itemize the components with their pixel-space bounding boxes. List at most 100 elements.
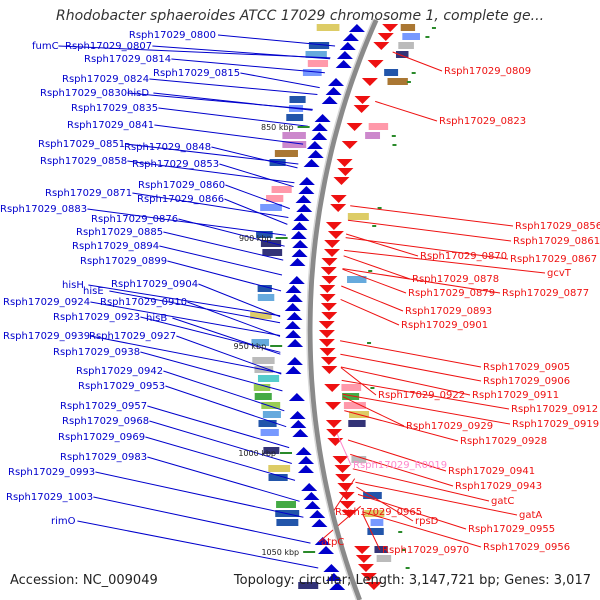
forward-gene-label[interactable]: Rsph17029_1003 — [6, 492, 93, 503]
reverse-gene-arrow[interactable] — [334, 465, 351, 473]
reverse-gene-arrow[interactable] — [337, 168, 354, 176]
forward-gene-arrow[interactable] — [348, 24, 365, 32]
forward-gene-label[interactable]: Rsph17029_0894 — [72, 241, 159, 252]
forward-gene-label[interactable]: Rsph17029_0939 — [3, 331, 90, 342]
forward-gene-arrow[interactable] — [303, 159, 320, 167]
forward-gene-arrow[interactable] — [285, 330, 302, 338]
reverse-gene-arrow[interactable] — [373, 42, 390, 50]
forward-gene-label[interactable]: Rsph17029_0830 — [40, 88, 127, 99]
forward-gene-label[interactable]: Rsph17029_0835 — [71, 103, 158, 114]
reverse-gene-arrow[interactable] — [333, 177, 350, 185]
reverse-gene-label[interactable]: Rsph17029_0970 — [382, 545, 469, 556]
forward-feature-block[interactable] — [276, 501, 296, 508]
gene-labels[interactable]: Rsph17029_0800 fumC Rsph17029_0807 Rsph1702… — [0, 30, 600, 556]
forward-gene-label[interactable]: Rsph17029_0968 — [62, 416, 149, 427]
forward-gene-label[interactable]: Rsph17029_0904 — [111, 279, 198, 290]
forward-gene-label[interactable]: Rsph17029_0841 — [67, 120, 154, 131]
reverse-gene-label[interactable]: Rsph17029_0893 — [405, 306, 492, 317]
forward-gene-arrow[interactable] — [295, 447, 312, 455]
forward-feature-block[interactable] — [251, 339, 269, 346]
forward-gene-label[interactable]: Rsph17029_0924 — [3, 297, 90, 308]
reverse-feature-block[interactable] — [363, 492, 382, 499]
forward-gene-arrow[interactable] — [288, 276, 305, 284]
reverse-gene-arrow[interactable] — [318, 321, 335, 329]
reverse-feature-block[interactable] — [364, 510, 385, 517]
forward-feature-block[interactable] — [260, 204, 282, 211]
forward-gene-arrow[interactable] — [342, 33, 359, 41]
reverse-gene-arrow[interactable] — [319, 285, 336, 293]
forward-feature-block[interactable] — [298, 582, 319, 589]
reverse-gene-label[interactable]: Rsph17029_0919 — [512, 419, 599, 430]
forward-gene-arrow[interactable] — [295, 195, 312, 203]
forward-feature-block[interactable] — [305, 51, 327, 58]
forward-gene-label[interactable]: Rsph17029_0957 — [60, 401, 147, 412]
reverse-gene-arrow[interactable] — [321, 312, 338, 320]
forward-gene-label[interactable]: Rsph17029_0851 — [38, 139, 125, 150]
forward-feature-block[interactable] — [262, 249, 283, 256]
forward-gene-arrow[interactable] — [323, 564, 340, 572]
forward-feature-block[interactable] — [276, 519, 299, 526]
reverse-gene-arrow[interactable] — [341, 141, 358, 149]
forward-feature-block[interactable] — [256, 231, 273, 238]
reverse-gene-arrow[interactable] — [337, 483, 354, 491]
reverse-gene-label[interactable]: Rsph17029_0861 — [513, 236, 600, 247]
reverse-gene-label[interactable]: Rsph17029_0823 — [439, 116, 526, 127]
forward-gene-label[interactable]: Rsph17029_0942 — [76, 366, 163, 377]
reverse-gene-label[interactable]: Rsph17029_0809 — [444, 66, 531, 77]
forward-feature-block[interactable] — [271, 186, 292, 193]
forward-gene-label[interactable]: Rsph17029_0853 — [132, 159, 219, 170]
forward-gene-arrow[interactable] — [293, 213, 310, 221]
forward-feature-block[interactable] — [253, 384, 271, 391]
forward-feature-block[interactable] — [262, 411, 281, 418]
forward-gene-label[interactable]: Rsph17029_0876 — [91, 214, 178, 225]
reverse-gene-arrow[interactable] — [319, 348, 336, 356]
reverse-feature-block[interactable] — [348, 420, 366, 427]
forward-gene-label[interactable]: Rsph17029_0858 — [40, 156, 127, 167]
reverse-gene-arrow[interactable] — [355, 555, 372, 563]
forward-gene-label[interactable]: Rsph17029_0923 — [53, 312, 140, 323]
forward-gene-label[interactable]: hisH — [62, 280, 84, 291]
reverse-gene-arrow[interactable] — [354, 96, 371, 104]
forward-gene-label[interactable]: hisE — [83, 286, 104, 297]
forward-gene-arrow[interactable] — [309, 510, 326, 518]
forward-gene-label[interactable]: Rsph17029_0885 — [76, 227, 163, 238]
forward-feature-block[interactable] — [316, 24, 340, 31]
reverse-gene-label[interactable]: Rsph17029_0928 — [460, 436, 547, 447]
forward-gene-arrow[interactable] — [296, 204, 313, 212]
reverse-gene-arrow[interactable] — [332, 456, 349, 464]
reverse-feature-block[interactable] — [400, 24, 416, 31]
forward-gene-arrow[interactable] — [303, 492, 320, 500]
forward-gene-arrow[interactable] — [339, 42, 356, 50]
forward-gene-arrow[interactable] — [307, 150, 324, 158]
reverse-gene-label[interactable]: Rsph17029_0955 — [468, 524, 555, 535]
reverse-gene-label[interactable]: gatC — [491, 496, 514, 507]
forward-gene-arrow[interactable] — [291, 249, 308, 257]
forward-feature-block[interactable] — [269, 159, 286, 166]
forward-gene-arrow[interactable] — [292, 429, 309, 437]
forward-feature-block[interactable] — [302, 69, 322, 76]
forward-gene-arrow[interactable] — [289, 258, 306, 266]
reverse-gene-arrow[interactable] — [338, 492, 355, 500]
reverse-gene-arrow[interactable] — [325, 222, 342, 230]
reverse-feature-block[interactable] — [343, 402, 366, 409]
reverse-gene-arrow[interactable] — [326, 429, 343, 437]
reverse-feature-block[interactable] — [370, 519, 384, 526]
forward-gene-arrow[interactable] — [290, 420, 307, 428]
forward-gene-arrow[interactable] — [288, 393, 305, 401]
reverse-gene-label[interactable]: Rsph17029_0905 — [483, 362, 570, 373]
forward-feature-block[interactable] — [263, 447, 280, 454]
forward-gene-arrow[interactable] — [286, 312, 303, 320]
reverse-gene-arrow[interactable] — [321, 276, 338, 284]
forward-gene-arrow[interactable] — [291, 222, 308, 230]
reverse-gene-label[interactable]: Rsph17029_0922 — [378, 390, 465, 401]
reverse-feature-block[interactable] — [387, 78, 408, 85]
reverse-gene-label[interactable]: Rsph17029_0911 — [472, 390, 559, 401]
forward-gene-label[interactable]: hisB — [146, 313, 167, 324]
forward-gene-arrow[interactable] — [286, 294, 303, 302]
forward-feature-block[interactable] — [282, 141, 307, 148]
reverse-gene-label[interactable]: Rsph17029_0929 — [406, 421, 493, 432]
reverse-gene-arrow[interactable] — [336, 159, 353, 167]
forward-gene-arrow[interactable] — [314, 114, 331, 122]
reverse-feature-block[interactable] — [402, 33, 420, 40]
reverse-feature-block[interactable] — [368, 123, 389, 130]
